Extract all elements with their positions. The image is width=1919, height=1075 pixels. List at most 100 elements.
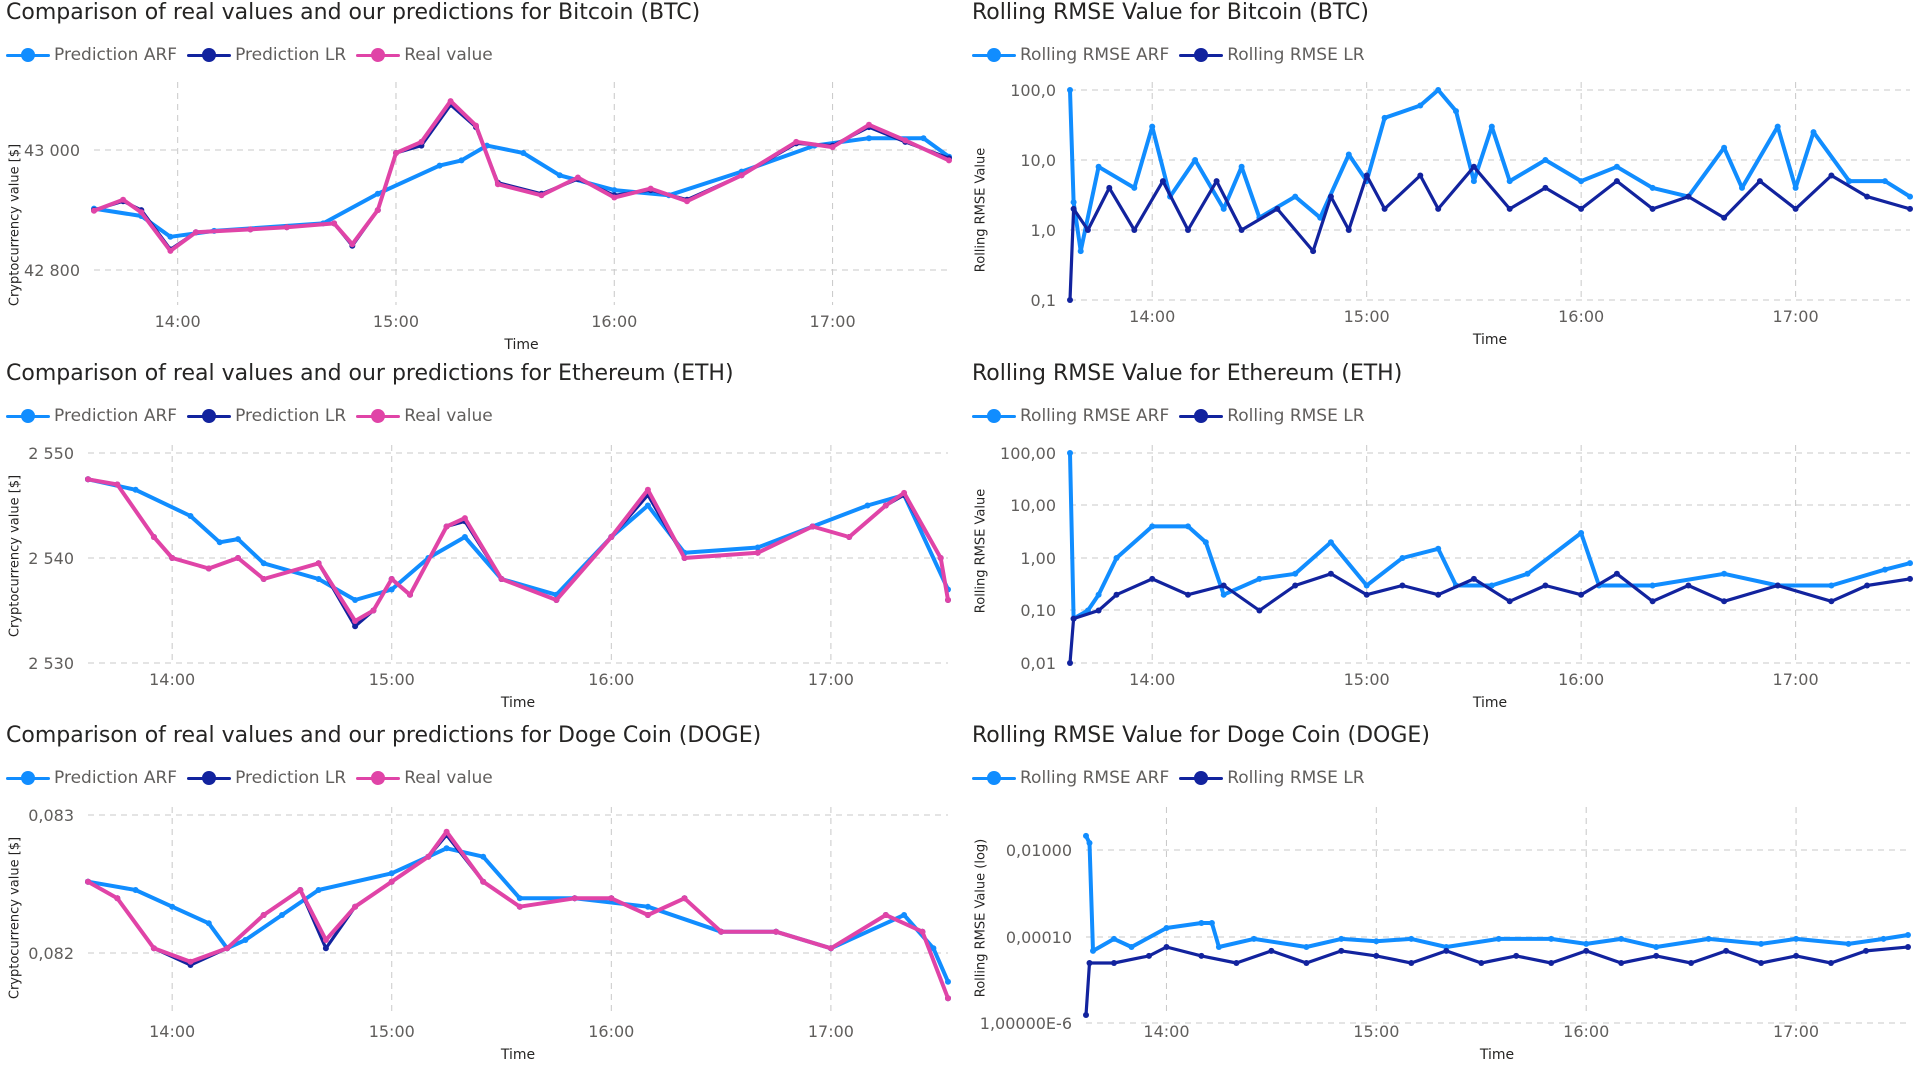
legend-marker: [187, 409, 232, 423]
data-point-arf: [436, 162, 443, 169]
data-point-lr: [1542, 184, 1549, 191]
legend-item-lr[interactable]: Rolling RMSE LR: [1179, 406, 1365, 426]
legend-item-lr[interactable]: Prediction LR: [187, 406, 346, 426]
data-point-lr: [1310, 248, 1317, 255]
data-point-real: [443, 828, 450, 835]
legend-item-lr[interactable]: Rolling RMSE LR: [1179, 768, 1365, 788]
y-tick-label: 10,0: [1020, 151, 1056, 170]
data-point-arf: [388, 870, 395, 877]
legend-item-arf[interactable]: Rolling RMSE ARF: [972, 768, 1169, 788]
data-point-real: [91, 207, 97, 214]
data-point-lr: [1363, 172, 1370, 179]
chart-title: Comparison of real values and our predic…: [6, 361, 734, 386]
legend-item-lr[interactable]: Rolling RMSE LR: [1179, 45, 1365, 65]
data-point-arf: [260, 560, 267, 567]
data-point-lr: [1213, 178, 1220, 185]
data-point-arf: [1845, 940, 1852, 947]
data-point-lr: [1070, 205, 1077, 212]
data-point-lr: [1618, 960, 1625, 966]
x-tick-label: 15:00: [373, 312, 419, 331]
series-line-arf: [86, 846, 950, 984]
data-point-real: [494, 181, 501, 188]
legend-item-real[interactable]: Real value: [356, 768, 493, 788]
data-point-real: [644, 912, 651, 918]
data-point-arf: [1327, 539, 1334, 546]
series-line-arf: [1068, 88, 1912, 254]
y-tick-label: 0,00010: [1006, 928, 1072, 947]
legend-marker: [1179, 409, 1224, 423]
data-point-arf: [279, 912, 285, 918]
data-point-lr: [1111, 960, 1117, 966]
data-point-lr: [1399, 582, 1406, 589]
legend-item-arf[interactable]: Prediction ARF: [6, 406, 177, 426]
data-point-lr: [1613, 570, 1620, 577]
data-point-arf: [1149, 523, 1156, 530]
data-point-real: [418, 138, 425, 145]
data-point-lr: [1653, 952, 1660, 959]
data-point-arf: [1506, 178, 1513, 185]
data-point-arf: [1435, 87, 1442, 93]
legend-item-arf[interactable]: Rolling RMSE ARF: [972, 45, 1169, 65]
data-point-lr: [1303, 960, 1310, 966]
data-point-real: [571, 895, 578, 902]
data-point-arf: [132, 486, 139, 493]
data-point-real: [150, 945, 157, 952]
data-point-arf: [1653, 944, 1660, 950]
x-axis-label: Time: [1472, 695, 1507, 711]
legend-item-lr[interactable]: Prediction LR: [187, 45, 346, 65]
data-point-real: [169, 555, 176, 561]
legend-item-arf[interactable]: Prediction ARF: [6, 45, 177, 65]
data-point-arf: [1373, 938, 1380, 945]
data-point-arf: [1086, 840, 1093, 846]
x-tick-label: 16:00: [588, 670, 634, 689]
data-point-lr: [1828, 960, 1834, 966]
data-point-arf: [1880, 935, 1887, 942]
data-point-real: [473, 122, 479, 129]
data-point-arf: [1810, 129, 1817, 136]
legend-item-arf[interactable]: Prediction ARF: [6, 768, 177, 788]
data-point-arf: [520, 150, 527, 156]
x-tick-label: 14:00: [1129, 670, 1175, 689]
data-point-arf: [216, 539, 223, 546]
data-point-arf: [1163, 925, 1170, 931]
legend-item-real[interactable]: Real value: [356, 406, 493, 426]
x-tick-label: 16:00: [588, 1022, 634, 1041]
data-point-arf: [1317, 214, 1324, 221]
x-tick-label: 16:00: [1558, 670, 1604, 689]
legend-item-real[interactable]: Real value: [356, 45, 493, 65]
data-point-lr: [1363, 591, 1370, 598]
data-point-arf: [205, 920, 212, 927]
data-point-arf: [1292, 570, 1299, 577]
y-tick-label: 0,083: [28, 806, 74, 825]
legend-item-arf[interactable]: Rolling RMSE ARF: [972, 406, 1169, 426]
data-point-real: [809, 523, 816, 530]
legend-marker: [1179, 48, 1224, 62]
legend-marker: [972, 48, 1016, 62]
data-point-arf: [1618, 935, 1625, 942]
data-point-arf: [1215, 944, 1222, 950]
data-point-real: [461, 515, 468, 522]
data-point-lr: [322, 945, 329, 952]
data-point-real: [425, 853, 432, 860]
chart-legend: Prediction ARF Prediction LR Real value: [6, 405, 503, 427]
data-point-lr: [1506, 205, 1513, 212]
data-point-arf: [1292, 193, 1299, 200]
eth-values-chart: Comparison of real values and our predic…: [6, 361, 956, 721]
series-line-arf: [86, 477, 950, 602]
legend-item-lr[interactable]: Prediction LR: [187, 768, 346, 788]
legend-label: Real value: [404, 768, 493, 788]
data-point-arf: [930, 945, 937, 952]
data-point-lr: [1185, 591, 1191, 598]
legend-label: Rolling RMSE ARF: [1020, 768, 1170, 788]
data-point-real: [114, 481, 121, 488]
data-point-real: [882, 912, 889, 918]
data-point-arf: [1613, 163, 1620, 170]
data-point-lr: [1435, 591, 1442, 598]
data-point-arf: [1793, 935, 1800, 942]
data-point-arf: [1149, 123, 1156, 130]
data-point-arf: [644, 502, 651, 509]
data-point-arf: [1758, 940, 1765, 947]
data-point-arf: [1256, 575, 1263, 582]
series-line-real: [86, 829, 950, 1001]
data-point-lr: [1907, 205, 1913, 212]
